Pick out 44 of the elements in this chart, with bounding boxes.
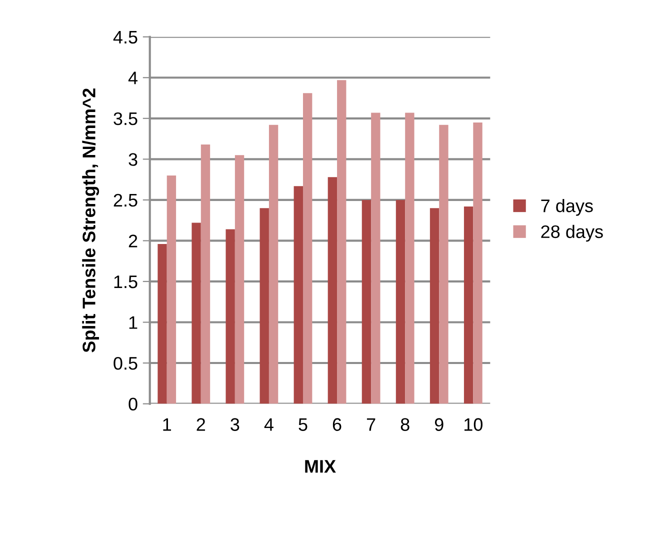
bar [473, 122, 482, 404]
bar [200, 144, 210, 404]
y-tick-label: 3 [128, 153, 138, 166]
bar [464, 206, 474, 404]
x-tick-label: 10 [464, 418, 482, 431]
y-tick-label: 2.5 [114, 194, 138, 207]
x-tick-label: 9 [434, 418, 444, 431]
bar [158, 244, 167, 404]
x-tick-label: 3 [230, 418, 240, 431]
y-tick-label: 4 [128, 72, 138, 84]
y-tick-label: 0 [128, 398, 138, 411]
bar [396, 200, 406, 404]
bar [371, 112, 380, 404]
x-tick-label: 5 [298, 418, 308, 431]
y-tick-label: 2 [128, 234, 138, 248]
bar [328, 177, 338, 404]
y-axis-title: Split Tensile Strength, N/mm^2 [82, 88, 100, 352]
x-tick-label: 6 [332, 418, 342, 431]
bar [405, 112, 414, 404]
bar [268, 124, 278, 404]
bar [260, 208, 269, 404]
x-tick-label: 2 [196, 418, 206, 431]
x-tick-label: 4 [264, 418, 274, 431]
legend-label: 28 days [541, 224, 603, 242]
bar [234, 155, 244, 404]
y-tick-label: 0.5 [114, 356, 138, 370]
y-tick-label: 1 [129, 316, 138, 329]
bar [337, 80, 346, 404]
bar [439, 124, 448, 404]
x-tick-label: 1 [163, 418, 172, 431]
bar [166, 175, 176, 404]
y-tick-label: 1.5 [114, 276, 138, 288]
y-tick-label: 3.5 [114, 112, 138, 126]
bar [192, 222, 201, 404]
bar [294, 186, 303, 404]
x-axis-title: MIX [305, 460, 336, 473]
x-tick-label: 7 [366, 418, 376, 431]
legend-label: 7 days [541, 198, 593, 216]
bar [302, 93, 312, 404]
x-tick-label: 8 [400, 418, 410, 431]
bar [362, 200, 372, 404]
bar [430, 208, 440, 404]
bar [226, 229, 235, 404]
y-tick-label: 4.5 [113, 30, 138, 44]
